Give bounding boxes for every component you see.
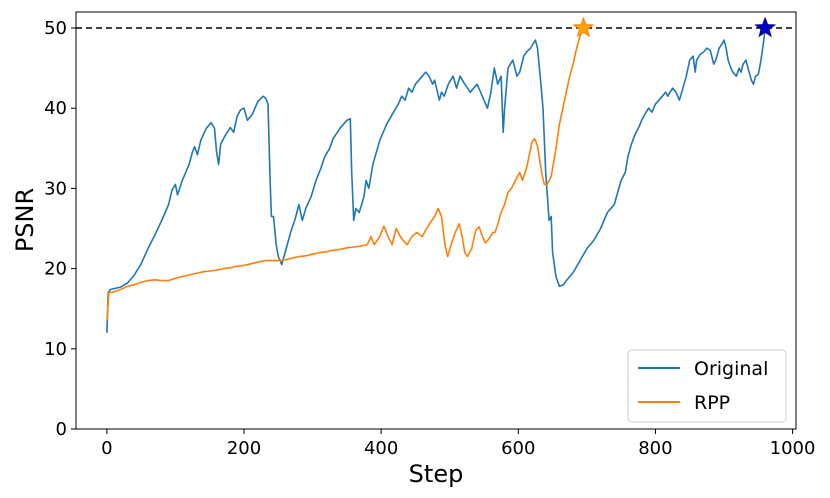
marker-layer	[572, 16, 777, 38]
x-tick-label: 600	[501, 438, 535, 459]
legend-label-rpp: RPP	[694, 392, 730, 414]
y-tick-label: 20	[44, 259, 67, 280]
x-tick-label: 800	[638, 438, 672, 459]
series-line-original	[106, 27, 766, 333]
series-layer	[106, 27, 766, 333]
legend-label-original: Original	[694, 358, 768, 380]
y-tick-label: 0	[56, 419, 67, 440]
star-marker-original	[754, 16, 777, 38]
y-axis-title: PSNR	[11, 188, 39, 252]
y-tick-label: 50	[44, 18, 67, 39]
axis-ticks: 0 200 400 600 800 1000 0 10 20 30 40 50	[44, 18, 815, 459]
x-tick-label: 0	[101, 438, 112, 459]
y-tick-label: 30	[44, 178, 67, 199]
series-line-rpp	[106, 27, 585, 321]
x-tick-label: 400	[364, 438, 398, 459]
x-axis-title: Step	[409, 460, 464, 488]
star-marker-rpp	[572, 16, 595, 38]
y-tick-label: 40	[44, 98, 67, 119]
legend: Original RPP	[627, 349, 787, 423]
x-tick-label: 1000	[770, 438, 816, 459]
y-tick-label: 10	[44, 339, 67, 360]
plot-frame	[75, 11, 797, 430]
x-tick-label: 200	[227, 438, 261, 459]
